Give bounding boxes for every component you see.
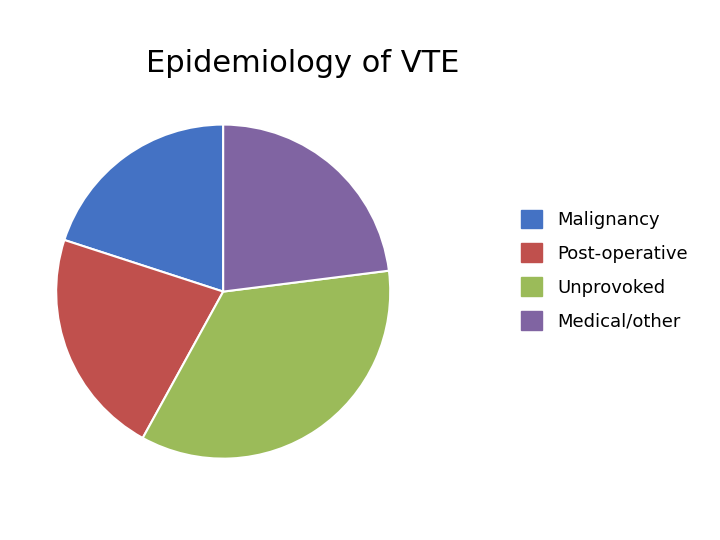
Text: Epidemiology of VTE: Epidemiology of VTE xyxy=(145,49,459,78)
Wedge shape xyxy=(56,240,223,438)
Wedge shape xyxy=(143,271,390,458)
Legend: Malignancy, Post-operative, Unprovoked, Medical/other: Malignancy, Post-operative, Unprovoked, … xyxy=(512,201,696,339)
Wedge shape xyxy=(64,125,223,292)
Wedge shape xyxy=(223,125,389,292)
